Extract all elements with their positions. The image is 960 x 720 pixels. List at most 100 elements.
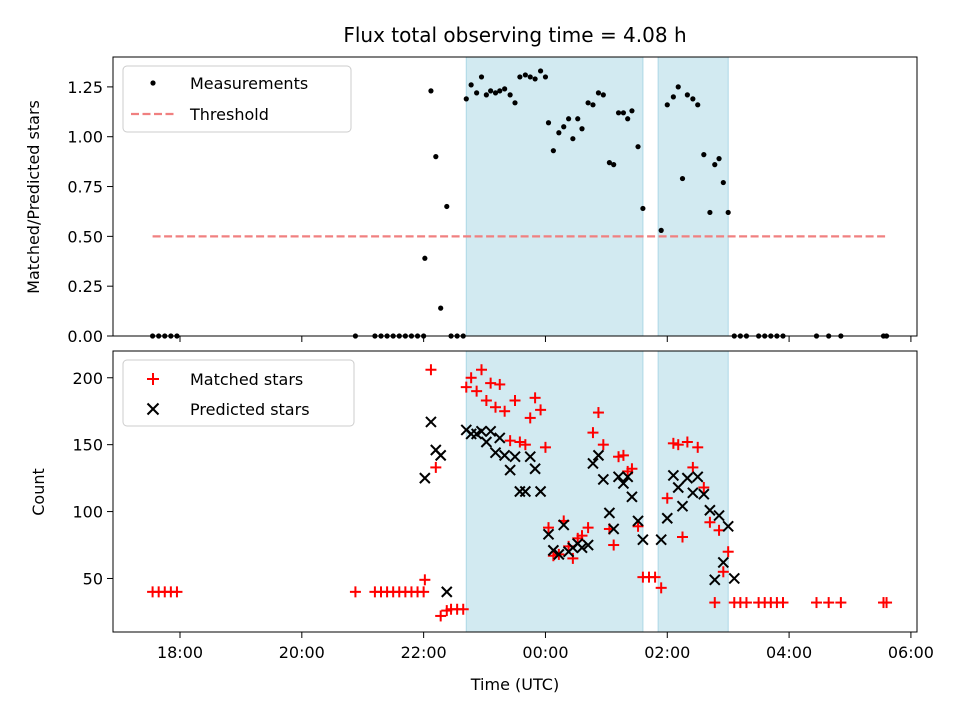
measurement-point (566, 116, 572, 122)
measurement-point (725, 209, 731, 216)
top-axes-frame (112, 56, 918, 337)
top-y-axis-label: Matched/Predicted stars (24, 100, 43, 294)
measurement-point (517, 74, 523, 80)
measurement-point (433, 154, 439, 160)
measurement-point (625, 116, 631, 122)
matched-stars-point (632, 520, 644, 532)
matched-stars-point (485, 377, 497, 389)
top-panel: 0.00 0.25 0.50 0.75 1.00 1.25 Matched/Predict… (24, 56, 918, 346)
matched-stars-point (529, 392, 541, 404)
x-tick-label: 18:00 (157, 643, 203, 662)
matched-stars-point (465, 372, 477, 384)
measurement-point (507, 92, 513, 98)
predicted-stars-point (704, 504, 716, 516)
matched-stars-point (480, 395, 492, 407)
predicted-stars-point (547, 544, 560, 557)
measurement-point (579, 126, 585, 132)
predicted-stars-point (587, 457, 599, 470)
top-y-tick-label: 0.50 (67, 227, 103, 246)
predicted-stars-point (621, 471, 634, 483)
matched-stars-point (681, 436, 693, 448)
bot-shaded-interval-0 (465, 350, 644, 633)
measurement-point (570, 136, 576, 142)
measurement-point (502, 86, 508, 92)
chart-title: Flux total observing time = 4.08 h (343, 23, 686, 47)
predicted-stars-point (722, 520, 734, 532)
measurement-point (675, 84, 681, 90)
matched-stars-point (597, 439, 609, 451)
matched-stars-point (672, 439, 684, 451)
predicted-stars-point (434, 449, 447, 462)
bottom-axes-frame (112, 350, 918, 633)
top-legend: Measurements Threshold (122, 65, 352, 133)
predicted-stars-point (687, 487, 699, 499)
matched-stars-point (419, 574, 431, 586)
bottom-legend-box (122, 359, 355, 427)
measurement-point (527, 74, 533, 80)
matched-stars-point (476, 364, 487, 376)
matched-stars-point (592, 407, 604, 419)
measurement-point (542, 74, 549, 80)
matched-stars-point (171, 586, 183, 598)
measurement-point (575, 116, 581, 122)
x-tick-label: 02:00 (644, 643, 690, 662)
measurement-point (556, 130, 562, 136)
matched-stars-point (722, 546, 734, 558)
bottom-panel: 50 100 150 200 18:00 20:00 22:00 00:00 02:00 04:… (29, 350, 934, 694)
matched-stars-point (504, 435, 516, 447)
measurement-point (629, 108, 635, 114)
predicted-stars-point (553, 548, 565, 561)
matched-stars-point (471, 385, 483, 397)
measurement-point (532, 76, 538, 82)
bottom-y-ticks: 50 100 150 200 (72, 369, 113, 588)
measurement-point (611, 162, 617, 168)
x-tick-label: 20:00 (279, 643, 325, 662)
predicted-stars-point (592, 449, 605, 462)
matched-stars-point (435, 610, 447, 622)
top-y-tick-label: 0.75 (67, 178, 103, 197)
predicted-stars-point (612, 471, 625, 483)
measurement-point (670, 94, 676, 100)
matched-stars-point (349, 586, 361, 598)
matched-stars-point (713, 524, 725, 536)
predicted-stars-point (519, 485, 532, 498)
matched-stars-point (509, 395, 521, 407)
matched-stars-point (613, 451, 625, 463)
measurement-point (620, 110, 627, 116)
matched-stars-point (777, 597, 789, 609)
measurement-point (428, 88, 434, 94)
matched-stars-point (677, 531, 688, 543)
x-tick-label: 04:00 (766, 643, 812, 662)
bot-y-tick-label: 200 (72, 369, 103, 388)
matched-stars-point (740, 597, 752, 609)
measurement-point (720, 179, 726, 186)
matched-stars-point (587, 427, 599, 439)
measurement-point (690, 96, 696, 102)
measurement-point (478, 74, 485, 80)
matched-stars-point (709, 597, 721, 609)
predicted-stars-point (425, 416, 437, 428)
predicted-stars-point (597, 473, 610, 486)
top-y-tick-label: 0.25 (67, 277, 103, 296)
matched-stars-point (717, 566, 729, 578)
predicted-stars-point (672, 481, 684, 494)
measurement-point (561, 124, 567, 130)
matched-stars-point (698, 481, 710, 493)
predicted-stars-point (698, 488, 710, 500)
matched-stars-point (692, 441, 704, 453)
predicted-stars-point (498, 449, 511, 462)
matched-stars-point (425, 364, 437, 376)
legend-predicted-label: Predicted stars (190, 400, 310, 419)
measurement-point (701, 152, 707, 158)
matched-stars-point (494, 378, 506, 390)
top-y-tick-label: 1.00 (67, 128, 103, 147)
measurement-point (595, 90, 602, 96)
measurement-point (537, 68, 544, 74)
predicted-stars-point (667, 469, 680, 482)
legend-predicted-marker (146, 402, 160, 416)
top-shaded-interval-0 (465, 56, 644, 337)
matched-stars-point (490, 401, 502, 413)
legend-threshold-label: Threshold (189, 105, 269, 124)
bottom-shaded-intervals (465, 350, 729, 633)
measurement-point (635, 144, 641, 150)
